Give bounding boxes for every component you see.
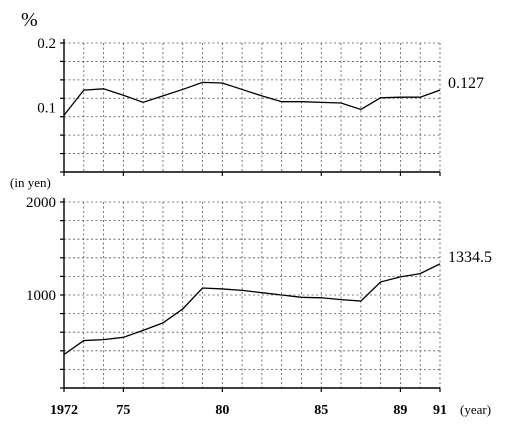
y-unit-label: %	[21, 9, 38, 31]
yen-chart-panel: 1000 2000 (in yen) 1334.5	[10, 175, 492, 389]
y-tick-label: 1000	[26, 288, 56, 304]
y-tick-label: 0.1	[37, 101, 56, 117]
end-value-label: 1334.5	[448, 249, 492, 266]
series-line	[63, 81, 441, 116]
x-axis-labels: 1972 75 80 85 89 91 (year)	[50, 172, 491, 418]
y-tick-label: 0.2	[37, 36, 56, 52]
x-tick-label: 80	[215, 403, 229, 418]
ratio-chart-panel: 0.1 0.2% 0.127	[21, 9, 484, 173]
y-unit-label: (in yen)	[10, 175, 51, 190]
x-unit-label: (year)	[460, 402, 491, 417]
x-tick-label: 1972	[50, 403, 78, 418]
series-line	[63, 263, 441, 356]
x-tick-label: 85	[314, 403, 328, 418]
y-tick-label: 2000	[26, 195, 56, 211]
end-value-label: 0.127	[448, 75, 484, 92]
x-tick-label: 75	[116, 403, 130, 418]
x-tick-label: 89	[393, 403, 407, 418]
x-tick-label: 91	[433, 403, 447, 418]
